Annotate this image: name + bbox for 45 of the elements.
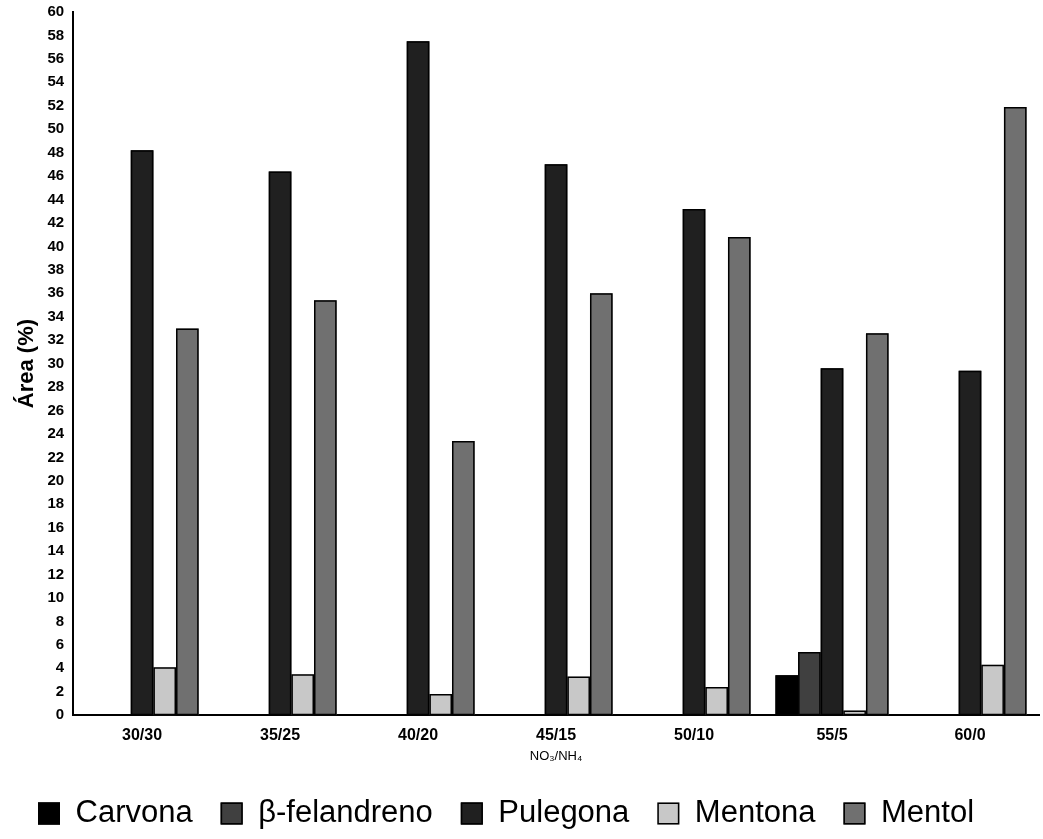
y-tick-label: 2 bbox=[55, 681, 65, 699]
y-tick-label: 56 bbox=[47, 49, 65, 67]
y-tick-label: 34 bbox=[47, 306, 65, 324]
y-tick-label: 10 bbox=[47, 588, 65, 606]
y-tick-label: 12 bbox=[47, 564, 65, 582]
y-tick-label: 16 bbox=[47, 517, 65, 535]
y-tick-label: 32 bbox=[47, 330, 65, 348]
y-tick-label: 20 bbox=[47, 470, 65, 488]
legend-label: Mentona bbox=[694, 794, 817, 830]
y-axis-title: Área (%) bbox=[13, 318, 39, 409]
x-tick-label: 40/20 bbox=[398, 726, 439, 744]
legend-label: Carvona bbox=[75, 794, 194, 830]
y-tick-label: 0 bbox=[55, 705, 65, 723]
x-tick-label: 55/5 bbox=[816, 726, 848, 744]
x-tick-label: 30/30 bbox=[122, 726, 163, 744]
y-tick-label: 46 bbox=[47, 166, 65, 184]
y-tick-label: 28 bbox=[47, 377, 65, 395]
y-tick-label: 18 bbox=[47, 494, 65, 512]
y-tick-label: 38 bbox=[47, 259, 65, 277]
y-tick-label: 8 bbox=[55, 611, 65, 629]
y-tick-label: 30 bbox=[47, 353, 65, 371]
y-tick-label: 4 bbox=[55, 658, 65, 676]
y-tick-label: 42 bbox=[47, 213, 65, 231]
y-tick-label: 14 bbox=[47, 541, 65, 559]
y-tick-label: 22 bbox=[47, 447, 65, 465]
y-tick-label: 26 bbox=[47, 400, 65, 418]
x-tick-label: 35/25 bbox=[260, 726, 301, 744]
x-tick-label: 45/15 bbox=[536, 726, 577, 744]
y-tick-label: 36 bbox=[47, 283, 65, 301]
x-axis-title: NO₃/NH₄ bbox=[529, 747, 583, 763]
y-tick-label: 52 bbox=[47, 95, 65, 113]
y-tick-label: 24 bbox=[47, 424, 65, 442]
y-tick-label: 48 bbox=[47, 142, 65, 160]
y-tick-label: 6 bbox=[55, 635, 65, 653]
legend-label: β-felandreno bbox=[258, 794, 433, 830]
y-tick-label: 58 bbox=[47, 25, 65, 43]
legend-label: Pulegona bbox=[498, 794, 631, 830]
y-tick-label: 54 bbox=[47, 72, 65, 90]
y-tick-label: 40 bbox=[47, 236, 65, 254]
y-tick-label: 60 bbox=[47, 2, 65, 20]
y-tick-label: 44 bbox=[47, 189, 65, 207]
legend-label: Mentol bbox=[880, 794, 975, 830]
x-tick-label: 50/10 bbox=[674, 726, 715, 744]
y-tick-label: 50 bbox=[47, 119, 65, 137]
x-tick-label: 60/0 bbox=[954, 726, 986, 744]
